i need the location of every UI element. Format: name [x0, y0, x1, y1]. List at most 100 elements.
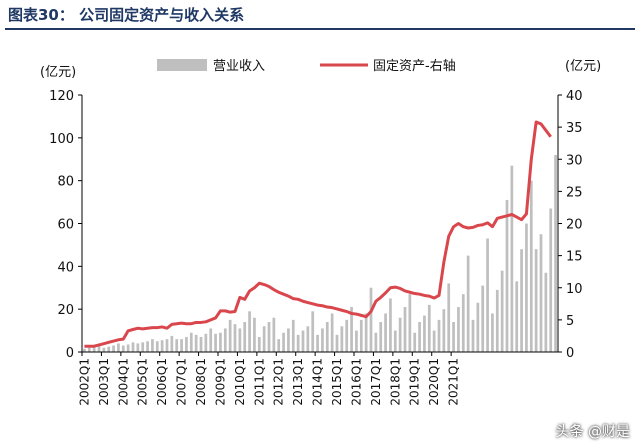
x-tick-label: 2020Q1: [427, 358, 441, 406]
x-tick-label: 2016Q1: [349, 358, 363, 406]
x-tick-label: 2015Q1: [330, 358, 344, 406]
revenue-bar: [457, 307, 460, 352]
x-tick-label: 2021Q1: [447, 358, 461, 406]
revenue-bar: [165, 339, 169, 352]
revenue-bar: [306, 326, 310, 352]
revenue-bar: [384, 313, 387, 352]
x-tick-label: 2004Q1: [116, 358, 130, 406]
revenue-bar: [121, 345, 125, 352]
fixed-assets-line: [84, 120, 552, 348]
revenue-bar: [189, 332, 193, 352]
revenue-bar: [413, 332, 417, 352]
legend-line-label: 固定资产-右轴: [373, 59, 456, 74]
revenue-bar: [160, 340, 164, 352]
revenue-bar: [272, 317, 276, 352]
revenue-bar: [316, 334, 319, 352]
revenue-bar: [238, 328, 242, 352]
revenue-bar: [529, 180, 533, 352]
revenue-bar: [325, 322, 329, 352]
x-tick-label: 2007Q1: [175, 358, 189, 406]
revenue-bar: [102, 347, 106, 352]
revenue-bar: [223, 328, 227, 352]
x-tick-label: 2009Q1: [213, 358, 227, 406]
revenue-bar: [257, 337, 261, 352]
revenue-bar: [423, 315, 426, 352]
watermark: 头条 @财是: [555, 424, 630, 440]
revenue-bar: [471, 319, 475, 353]
revenue-bar: [510, 165, 514, 352]
revenue-bar: [228, 319, 232, 353]
revenue-bar: [204, 333, 208, 352]
revenue-bar: [136, 343, 140, 352]
revenue-bar: [170, 335, 174, 352]
legend-bar-swatch: [157, 59, 207, 71]
revenue-bar: [155, 341, 159, 352]
legend: 营业收入 固定资产-右轴: [157, 59, 456, 74]
revenue-bar: [520, 249, 523, 352]
right-tick-label: 15: [566, 250, 583, 265]
left-tick-label: 120: [49, 89, 74, 104]
revenue-bar: [437, 319, 441, 353]
revenue-bar: [107, 346, 111, 352]
revenue-bar: [117, 343, 120, 352]
revenue-bar: [340, 326, 344, 352]
x-tick-label: 2013Q1: [291, 358, 305, 406]
x-tick-label: 2010Q1: [233, 358, 247, 406]
revenue-bar: [461, 294, 465, 352]
revenue-bar: [491, 313, 494, 352]
legend-bar-label: 营业收入: [213, 59, 265, 74]
right-tick-label: 25: [566, 185, 583, 200]
revenue-bar: [296, 334, 300, 352]
revenue-bar: [253, 317, 256, 352]
revenue-bar: [495, 289, 499, 352]
revenue-bar: [146, 341, 149, 352]
x-tick-label: 2002Q1: [77, 358, 91, 406]
revenue-bar: [379, 322, 383, 352]
revenue-bar: [476, 302, 480, 352]
revenue-bar: [418, 322, 421, 352]
revenue-bar: [549, 208, 553, 352]
left-tick-label: 20: [57, 303, 74, 318]
left-tick-label: 0: [66, 346, 74, 361]
revenue-bar: [311, 311, 315, 352]
left-tick-label: 80: [57, 175, 74, 190]
left-tick-label: 100: [49, 132, 74, 147]
right-tick-label: 30: [566, 153, 583, 168]
x-tick-label: 2014Q1: [311, 358, 325, 406]
right-axis-unit: (亿元): [565, 59, 601, 74]
left-tick-label: 40: [57, 260, 74, 275]
revenue-bar: [515, 281, 519, 352]
right-tick-label: 0: [566, 346, 574, 361]
x-tick-label: 2011Q1: [252, 358, 266, 406]
revenue-bar: [486, 238, 489, 352]
revenue-bar: [185, 337, 188, 352]
revenue-bar: [403, 307, 407, 352]
x-tick-label: 2006Q1: [155, 358, 169, 406]
revenue-bar: [432, 330, 436, 352]
x-tick-label: 2019Q1: [408, 358, 422, 406]
revenue-bar: [544, 272, 548, 352]
revenue-bar: [466, 255, 470, 353]
revenue-bar: [447, 283, 451, 352]
revenue-bar: [151, 339, 154, 352]
revenue-bar: [83, 348, 86, 352]
revenue-bar: [398, 317, 402, 352]
revenue-bar: [505, 199, 509, 352]
revenue-bar: [364, 313, 368, 352]
right-tick-label: 35: [566, 121, 583, 136]
revenue-bar: [330, 313, 334, 352]
revenue-bar: [291, 319, 295, 353]
revenue-bars: [83, 154, 557, 353]
revenue-bar: [321, 328, 324, 352]
revenue-bar: [554, 154, 557, 352]
title-bar: 图表30： 公司固定资产与收入关系: [0, 0, 640, 30]
revenue-bar: [199, 337, 203, 352]
revenue-bar: [112, 345, 115, 352]
revenue-bar: [452, 322, 455, 352]
revenue-bar: [180, 339, 183, 352]
revenue-bar: [389, 298, 392, 352]
revenue-bar: [267, 322, 271, 352]
revenue-bar: [282, 332, 285, 352]
revenue-bar: [287, 328, 290, 352]
revenue-bar: [301, 330, 305, 352]
